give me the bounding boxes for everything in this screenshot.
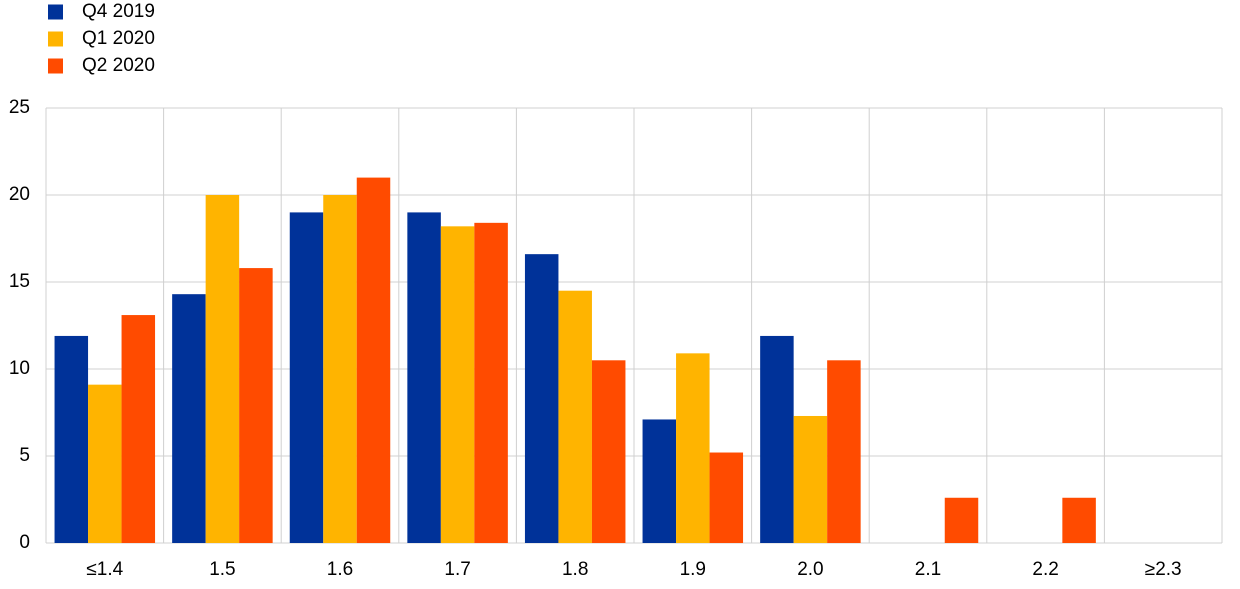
- y-tick-label: 25: [9, 97, 30, 118]
- bar: [323, 195, 357, 543]
- legend-swatch: [48, 4, 63, 20]
- legend-swatch: [48, 58, 63, 74]
- x-tick-label: 1.5: [209, 559, 235, 580]
- bar: [591, 360, 626, 543]
- bar: [709, 452, 744, 543]
- bar: [407, 212, 441, 543]
- x-tick-label: 1.9: [680, 559, 706, 580]
- bar: [289, 212, 324, 543]
- y-tick-label: 5: [19, 445, 30, 466]
- bar: [793, 415, 828, 543]
- x-tick-label: 1.7: [444, 559, 470, 580]
- bar: [827, 360, 861, 543]
- y-tick-label: 0: [19, 532, 30, 553]
- y-tick-label: 20: [9, 184, 30, 205]
- x-tick-label: ≤1.4: [86, 559, 123, 580]
- y-tick-label: 15: [9, 271, 30, 292]
- bar: [121, 315, 156, 543]
- bar: [944, 497, 979, 543]
- bar: [642, 419, 677, 543]
- x-tick-label: 2.0: [797, 559, 823, 580]
- bar: [1062, 497, 1096, 543]
- legend-label: Q4 2019: [82, 1, 155, 22]
- y-tick-label: 10: [9, 358, 30, 379]
- bar: [239, 268, 273, 543]
- bar: [524, 254, 559, 543]
- x-tick-label: 1.6: [327, 559, 353, 580]
- bar: [760, 335, 794, 543]
- bar: [172, 294, 206, 543]
- bar: [440, 226, 475, 543]
- bar: [356, 177, 391, 543]
- x-tick-label: 1.8: [562, 559, 588, 580]
- bar: [676, 353, 710, 543]
- bar: [205, 195, 240, 543]
- bar: [54, 335, 89, 543]
- legend-label: Q1 2020: [82, 28, 155, 49]
- bar: [558, 290, 592, 543]
- legend-label: Q2 2020: [82, 55, 155, 76]
- x-tick-label: ≥2.3: [1145, 559, 1182, 580]
- bar: [474, 222, 508, 543]
- bar: [88, 384, 122, 543]
- legend-swatch: [48, 31, 63, 47]
- x-tick-label: 2.2: [1032, 559, 1058, 580]
- x-tick-label: 2.1: [915, 559, 941, 580]
